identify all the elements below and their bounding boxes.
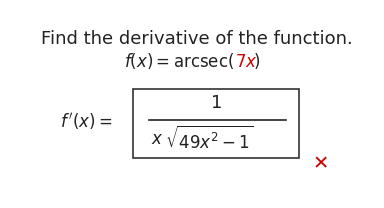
Text: $)$: $)$	[253, 51, 260, 71]
Text: $1$: $1$	[210, 94, 222, 112]
Text: $7x$: $7x$	[235, 53, 257, 71]
Text: ✕: ✕	[312, 155, 328, 174]
Text: $f\,'(x) =$: $f\,'(x) =$	[60, 111, 113, 132]
Text: $f(x) = \mathsf{arcsec}($: $f(x) = \mathsf{arcsec}($	[124, 51, 234, 71]
Text: $x$: $x$	[151, 130, 163, 149]
Text: $\sqrt{49x^2-1}$: $\sqrt{49x^2-1}$	[165, 126, 253, 153]
Text: Find the derivative of the function.: Find the derivative of the function.	[41, 30, 353, 48]
Bar	[133, 89, 300, 158]
